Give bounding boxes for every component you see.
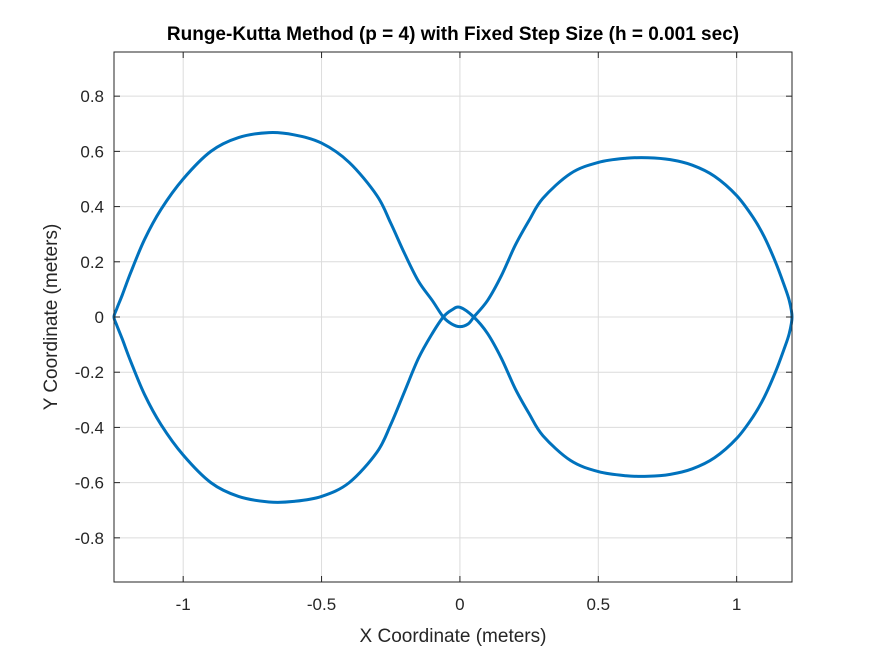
y-tick-label: 0.6	[80, 142, 104, 161]
x-tick-label: 0	[455, 595, 464, 614]
y-tick-label: 0.4	[80, 198, 104, 217]
y-tick-label: -0.8	[75, 529, 104, 548]
curves	[112, 130, 794, 504]
chart-title: Runge-Kutta Method (p = 4) with Fixed St…	[167, 24, 739, 45]
x-tick-label: -0.5	[307, 595, 336, 614]
y-tick-label: 0	[95, 308, 104, 327]
x-tick-label: 0.5	[586, 595, 610, 614]
grid	[114, 52, 792, 582]
y-tick-label: -0.4	[75, 418, 104, 437]
x-tick-label: -1	[176, 595, 191, 614]
trajectory-line	[112, 130, 794, 504]
y-tick-label: -0.6	[75, 474, 104, 493]
y-tick-label: -0.2	[75, 363, 104, 382]
y-tick-label: 0.8	[80, 87, 104, 106]
y-tick-label: 0.2	[80, 253, 104, 272]
x-tick-label: 1	[732, 595, 741, 614]
x-axis-label: X Coordinate (meters)	[360, 626, 547, 647]
y-axis-label: Y Coordinate (meters)	[41, 224, 62, 411]
ticks: -1 -0.5 0 0.5 1 -0.8 -0.6 -0.4 -0.2 0 0.2 0.4 0.6 0.8	[75, 52, 792, 614]
